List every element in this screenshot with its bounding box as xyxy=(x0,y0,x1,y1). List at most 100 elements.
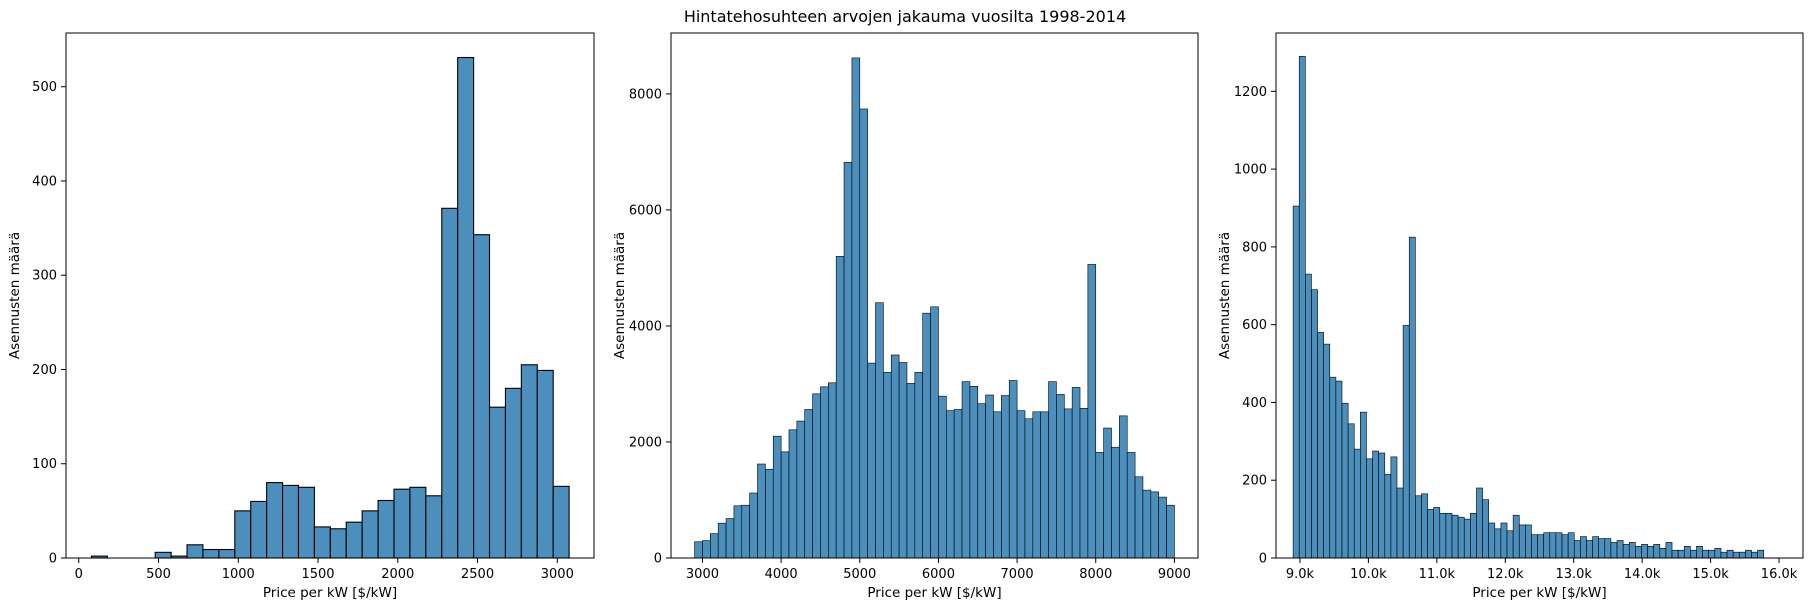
histogram-bar xyxy=(1549,532,1557,559)
histogram-bar xyxy=(1628,542,1636,559)
histogram-bar xyxy=(922,312,931,559)
histogram-bar xyxy=(977,403,986,559)
y-axis-label: Asennusten määrä xyxy=(1217,232,1233,359)
histogram-bar xyxy=(1567,532,1575,559)
histogram-bar xyxy=(1433,507,1441,559)
histogram-bar xyxy=(1751,551,1758,559)
histogram-bar xyxy=(1305,273,1312,559)
y-tick-label: 4000 xyxy=(629,319,662,334)
histogram-bar xyxy=(409,486,427,559)
x-tick-label: 2500 xyxy=(461,567,494,582)
histogram-panel-3: 9.0k 10.0k 11.0k 12.0k 13.0k 14.0k 15.0k 16.0k 0… xyxy=(1217,32,1804,601)
histogram-bar xyxy=(536,369,554,559)
histogram-bar xyxy=(820,386,829,559)
y-axis-label: Asennusten määrä xyxy=(7,232,23,359)
histogram-bar xyxy=(749,492,758,559)
x-axis-label: Price per kW [$/kW] xyxy=(263,585,397,601)
histogram-bar xyxy=(1396,487,1404,559)
histogram-bar xyxy=(266,482,284,559)
histogram-bar xyxy=(1561,534,1569,559)
histogram-bar xyxy=(985,394,994,559)
histogram-bar xyxy=(1292,205,1300,559)
x-tick-label: 2000 xyxy=(381,567,414,582)
histogram-bar xyxy=(313,526,331,559)
histogram-bar xyxy=(1366,458,1373,559)
histogram-bar xyxy=(772,435,782,559)
histogram-bar xyxy=(859,108,868,559)
histogram-bar xyxy=(780,451,790,559)
x-axis-label: Price per kW [$/kW] xyxy=(867,585,1001,601)
histogram-bar xyxy=(883,372,892,559)
histogram-bar xyxy=(1353,448,1361,559)
histogram-bar xyxy=(1032,411,1041,559)
histogram-bar xyxy=(1653,544,1661,559)
histogram-bar xyxy=(1166,504,1175,559)
y-tick-label: 2000 xyxy=(629,435,662,450)
y-tick-label: 1200 xyxy=(1234,85,1267,100)
histogram-bar xyxy=(1683,546,1691,559)
histogram-bar xyxy=(741,504,750,559)
histogram-bar xyxy=(1415,495,1422,559)
histogram-bar xyxy=(186,544,204,559)
histogram-bar xyxy=(1604,538,1612,559)
histogram-bar xyxy=(1635,546,1642,559)
histogram-bar xyxy=(457,56,475,559)
histogram-bar xyxy=(1610,542,1618,559)
histogram-bar xyxy=(765,468,774,559)
histogram-bar xyxy=(1439,512,1447,559)
histogram-bar xyxy=(345,521,363,559)
histogram-bar xyxy=(702,540,711,559)
y-tick-label: 0 xyxy=(1259,552,1267,567)
x-tick-label: 13.0k xyxy=(1555,567,1592,582)
histogram-bar xyxy=(914,372,924,559)
histogram-bar xyxy=(1126,452,1136,559)
histogram-bar xyxy=(1347,423,1355,559)
histogram-bar xyxy=(953,409,963,559)
histogram-bar xyxy=(488,406,506,559)
histogram-bar xyxy=(1677,549,1685,559)
histogram-bar xyxy=(1732,551,1740,559)
y-tick-label: 8000 xyxy=(629,87,662,102)
histogram-bar xyxy=(1659,547,1667,559)
histogram-bar xyxy=(504,387,522,559)
histogram-bar xyxy=(1427,509,1434,559)
histogram-bar xyxy=(1720,551,1728,559)
histogram-bar xyxy=(1757,549,1765,559)
histogram-bar xyxy=(377,499,395,559)
histogram-bar xyxy=(1390,456,1398,559)
histogram-bar xyxy=(1463,518,1471,559)
histogram-bar xyxy=(945,410,955,559)
histogram-bar xyxy=(1708,549,1716,559)
y-tick-label: 0 xyxy=(49,552,57,567)
axes-frame xyxy=(670,32,1199,559)
histogram-bar xyxy=(1384,474,1392,559)
histogram-bar xyxy=(1001,395,1010,559)
x-tick-label: 15.0k xyxy=(1692,567,1729,582)
x-tick-label: 3000 xyxy=(541,567,574,582)
histogram-bar xyxy=(1506,530,1514,559)
histogram-bar xyxy=(1714,547,1722,559)
histogram-bar xyxy=(1598,538,1606,559)
histogram-bar xyxy=(329,528,347,559)
histogram-bar xyxy=(1111,446,1120,559)
histogram-bar xyxy=(1690,549,1697,559)
histogram-bar xyxy=(1641,544,1648,559)
histogram-bar xyxy=(851,57,861,559)
histogram-bar xyxy=(1518,524,1526,559)
histogram-bar xyxy=(717,522,727,559)
figure-title: Hintatehosuhteen arvojen jakauma vuosilt… xyxy=(684,7,1126,26)
histogram-bar xyxy=(694,541,703,559)
histogram-bar xyxy=(1445,512,1453,559)
histogram-bar xyxy=(1451,514,1459,559)
histogram-bar xyxy=(1402,325,1410,559)
histogram-bar xyxy=(393,488,411,559)
x-tick-label: 3000 xyxy=(686,567,719,582)
histogram-bar xyxy=(1525,524,1532,559)
histogram-bar xyxy=(1408,236,1416,559)
histogram-bar xyxy=(1580,536,1587,559)
x-tick-label: 9000 xyxy=(1158,567,1191,582)
histogram-bar xyxy=(930,306,939,559)
x-tick-label: 1500 xyxy=(301,567,334,582)
histogram-bar xyxy=(473,234,491,559)
x-tick-label: 16.0k xyxy=(1761,567,1798,582)
